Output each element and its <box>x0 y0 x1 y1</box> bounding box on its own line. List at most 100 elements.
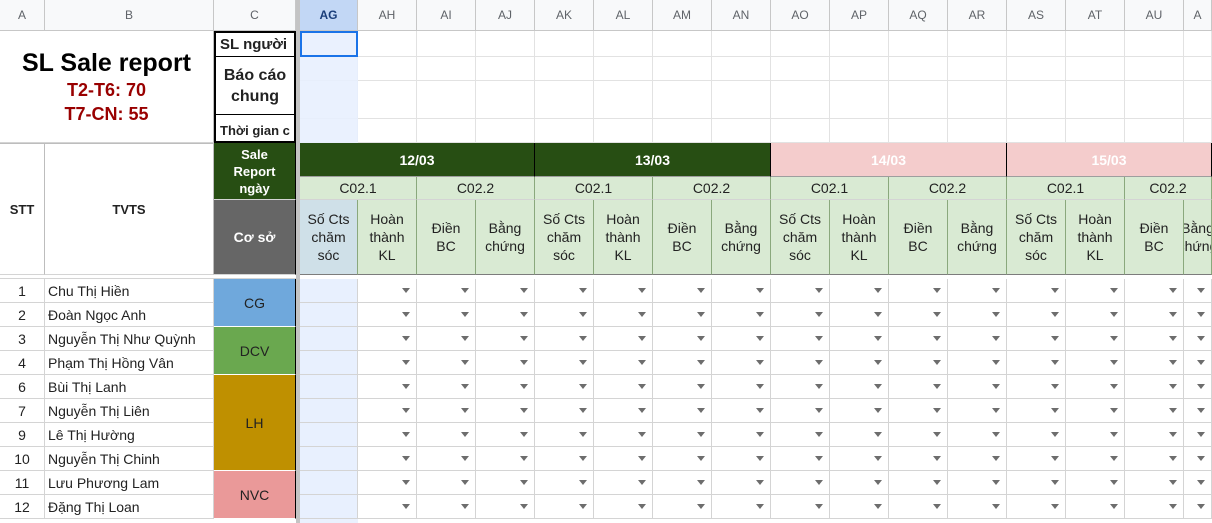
dropdown-cell[interactable] <box>1066 399 1125 423</box>
title-block[interactable]: SL Sale report T2-T6: 70 T7-CN: 55 <box>0 31 214 143</box>
dropdown-caret-icon[interactable] <box>1110 336 1118 341</box>
subcolumn-header-so-cts[interactable]: Số Cts chăm sóc <box>535 200 594 275</box>
dropdown-caret-icon[interactable] <box>756 312 764 317</box>
dropdown-caret-icon[interactable] <box>697 336 705 341</box>
column-header-a[interactable]: A <box>0 0 45 31</box>
dropdown-caret-icon[interactable] <box>1169 480 1177 485</box>
dropdown-cell[interactable] <box>712 471 771 495</box>
dropdown-cell[interactable] <box>594 447 653 471</box>
dropdown-caret-icon[interactable] <box>579 432 587 437</box>
dropdown-cell[interactable] <box>1066 327 1125 351</box>
dropdown-caret-icon[interactable] <box>1197 480 1205 485</box>
dropdown-cell[interactable] <box>712 375 771 399</box>
dropdown-cell[interactable] <box>476 375 535 399</box>
dropdown-cell[interactable] <box>1125 447 1184 471</box>
dropdown-cell[interactable] <box>1125 327 1184 351</box>
dropdown-cell[interactable] <box>771 327 830 351</box>
dropdown-cell[interactable] <box>1066 423 1125 447</box>
dropdown-cell[interactable] <box>830 399 889 423</box>
dropdown-caret-icon[interactable] <box>1169 384 1177 389</box>
dropdown-cell[interactable] <box>1125 351 1184 375</box>
dropdown-cell[interactable] <box>889 423 948 447</box>
dropdown-caret-icon[interactable] <box>402 360 410 365</box>
dropdown-caret-icon[interactable] <box>815 480 823 485</box>
dropdown-caret-icon[interactable] <box>756 504 764 509</box>
dropdown-caret-icon[interactable] <box>933 384 941 389</box>
group-header-C02-2[interactable]: C02.2 <box>417 177 535 200</box>
dropdown-cell[interactable] <box>417 447 476 471</box>
staff-name-cell[interactable]: Nguyễn Thị Chinh <box>45 447 214 471</box>
dropdown-caret-icon[interactable] <box>1197 432 1205 437</box>
dropdown-caret-icon[interactable] <box>402 504 410 509</box>
dropdown-cell[interactable] <box>358 447 417 471</box>
dropdown-caret-icon[interactable] <box>638 408 646 413</box>
dropdown-caret-icon[interactable] <box>756 384 764 389</box>
dropdown-cell[interactable] <box>594 375 653 399</box>
dropdown-cell[interactable] <box>771 399 830 423</box>
dropdown-caret-icon[interactable] <box>638 312 646 317</box>
dropdown-cell[interactable] <box>1007 375 1066 399</box>
dropdown-cell[interactable] <box>1184 399 1212 423</box>
dropdown-caret-icon[interactable] <box>697 384 705 389</box>
dropdown-cell[interactable] <box>712 447 771 471</box>
dropdown-cell[interactable] <box>948 495 1007 519</box>
column-header-ar[interactable]: AR <box>948 0 1007 31</box>
subcolumn-header-so-cts[interactable]: Số Cts chăm sóc <box>1007 200 1066 275</box>
dropdown-cell[interactable] <box>1066 279 1125 303</box>
column-header-ap[interactable]: AP <box>830 0 889 31</box>
dropdown-caret-icon[interactable] <box>933 456 941 461</box>
dropdown-caret-icon[interactable] <box>1197 384 1205 389</box>
dropdown-cell[interactable] <box>358 279 417 303</box>
dropdown-caret-icon[interactable] <box>520 312 528 317</box>
dropdown-caret-icon[interactable] <box>1169 288 1177 293</box>
dropdown-caret-icon[interactable] <box>638 480 646 485</box>
dropdown-cell[interactable] <box>594 495 653 519</box>
dropdown-caret-icon[interactable] <box>697 456 705 461</box>
dropdown-caret-icon[interactable] <box>697 312 705 317</box>
dropdown-caret-icon[interactable] <box>638 456 646 461</box>
dropdown-cell[interactable] <box>889 375 948 399</box>
staff-name-cell[interactable]: Nguyễn Thị Như Quỳnh <box>45 327 214 351</box>
group-header-C02-2[interactable]: C02.2 <box>889 177 1007 200</box>
dropdown-cell[interactable] <box>535 303 594 327</box>
dropdown-caret-icon[interactable] <box>1110 456 1118 461</box>
staff-name-cell[interactable]: Đoàn Ngọc Anh <box>45 303 214 327</box>
column-header-ak[interactable]: AK <box>535 0 594 31</box>
dropdown-caret-icon[interactable] <box>815 504 823 509</box>
dropdown-cell[interactable] <box>948 303 1007 327</box>
dropdown-cell[interactable] <box>653 375 712 399</box>
dropdown-caret-icon[interactable] <box>1110 384 1118 389</box>
dropdown-cell[interactable] <box>1007 351 1066 375</box>
dropdown-cell[interactable] <box>1125 423 1184 447</box>
dropdown-cell[interactable] <box>417 375 476 399</box>
dropdown-caret-icon[interactable] <box>1169 432 1177 437</box>
dropdown-caret-icon[interactable] <box>1110 432 1118 437</box>
dropdown-caret-icon[interactable] <box>815 408 823 413</box>
dropdown-caret-icon[interactable] <box>461 312 469 317</box>
dropdown-cell[interactable] <box>535 447 594 471</box>
subcolumn-header-dien-bc[interactable]: Điền BC <box>1125 200 1184 275</box>
dropdown-cell[interactable] <box>889 279 948 303</box>
dropdown-caret-icon[interactable] <box>520 504 528 509</box>
dropdown-caret-icon[interactable] <box>933 312 941 317</box>
dropdown-caret-icon[interactable] <box>933 504 941 509</box>
dropdown-cell[interactable] <box>1184 375 1212 399</box>
sl-nguoi-cell[interactable]: SL người <box>214 31 296 57</box>
dropdown-cell[interactable] <box>1007 471 1066 495</box>
group-header-C02-1[interactable]: C02.1 <box>535 177 653 200</box>
dropdown-caret-icon[interactable] <box>1051 384 1059 389</box>
dropdown-cell[interactable] <box>594 303 653 327</box>
dropdown-cell[interactable] <box>1125 495 1184 519</box>
dropdown-cell[interactable] <box>1125 471 1184 495</box>
column-header-ai[interactable]: AI <box>417 0 476 31</box>
dropdown-caret-icon[interactable] <box>461 456 469 461</box>
dropdown-cell[interactable] <box>1007 279 1066 303</box>
dropdown-cell[interactable] <box>712 327 771 351</box>
dropdown-caret-icon[interactable] <box>815 336 823 341</box>
subcolumn-header-bang-chung[interactable]: Bằng chứng <box>476 200 535 275</box>
dropdown-cell[interactable] <box>830 447 889 471</box>
dropdown-cell[interactable] <box>1007 303 1066 327</box>
subcolumn-header-bang-chung[interactable]: Bằng chứng <box>948 200 1007 275</box>
dropdown-caret-icon[interactable] <box>461 408 469 413</box>
dropdown-caret-icon[interactable] <box>815 312 823 317</box>
